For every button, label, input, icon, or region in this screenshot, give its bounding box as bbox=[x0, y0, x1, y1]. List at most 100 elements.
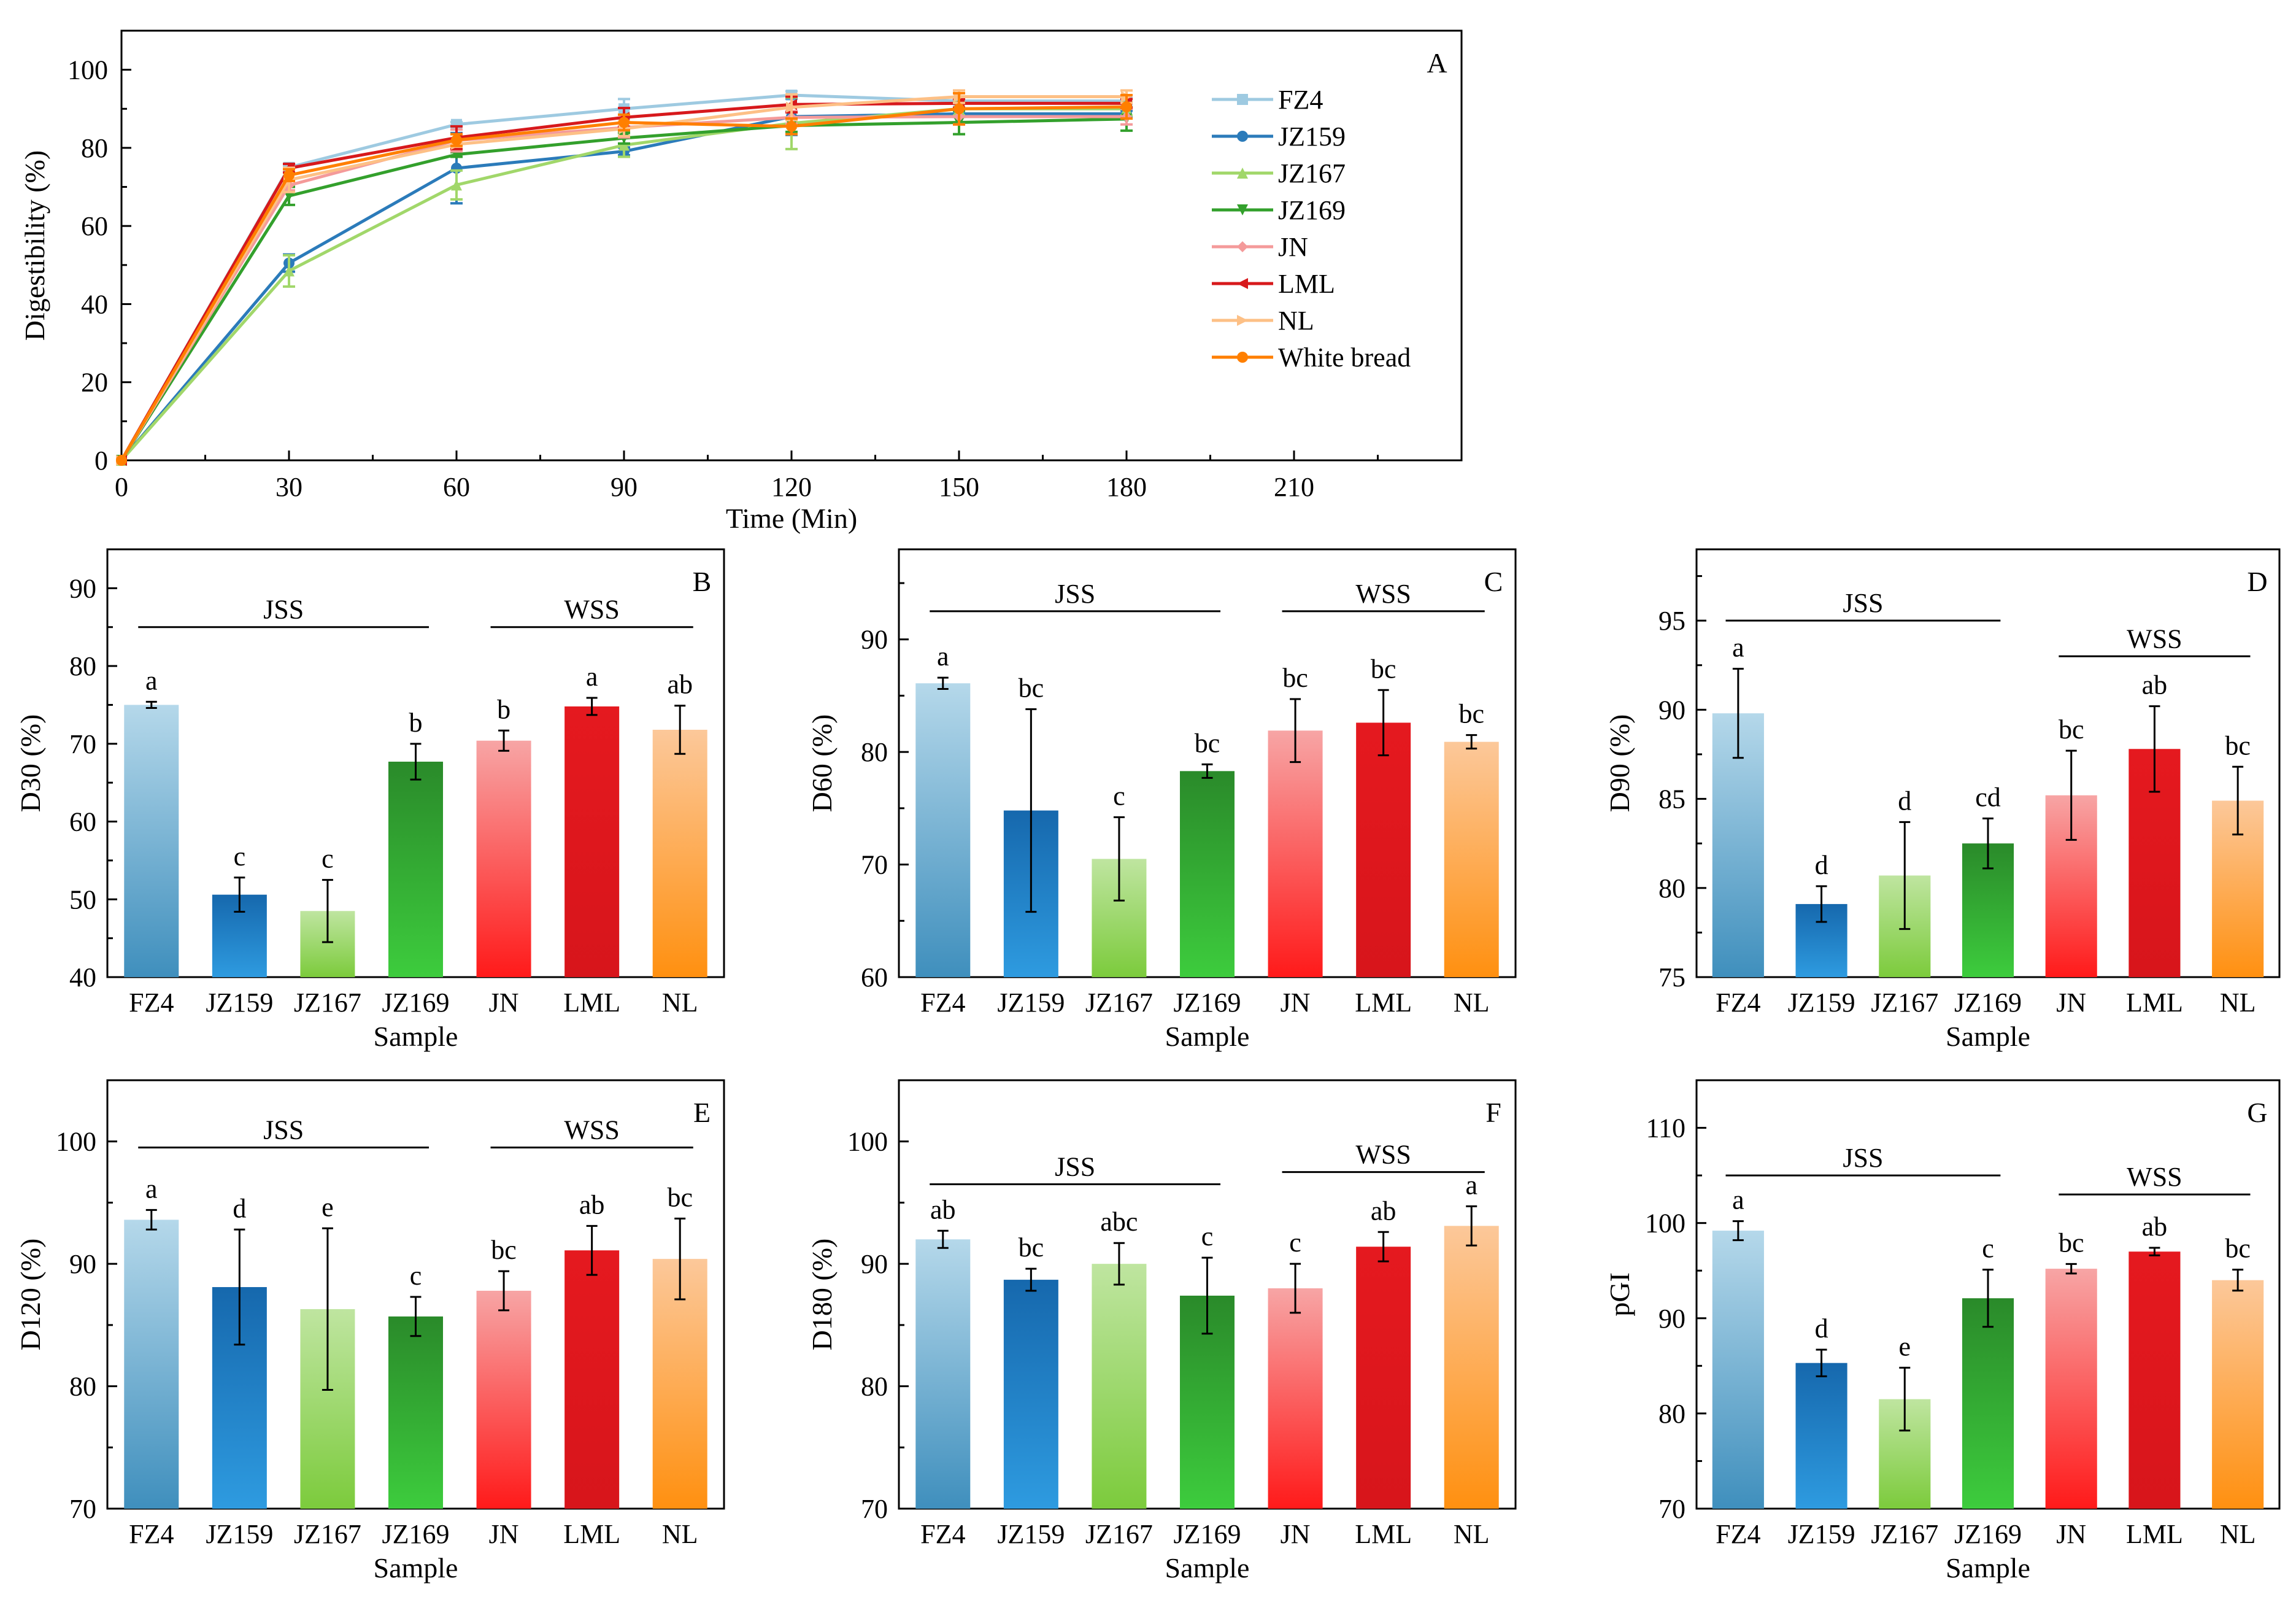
x-tick-label: JZ167 bbox=[294, 988, 361, 1018]
panel-f-bar-chart: 70 80 90 100 FZ4 ab JZ159 bc JZ167 abc JZ169 c JN c LM… bbox=[806, 1079, 1517, 1584]
group-label: JSS bbox=[1055, 1152, 1095, 1182]
bar bbox=[652, 730, 707, 977]
legend: FZ4 JZ159 JZ167 JZ169 JN LML NL White bread bbox=[1212, 85, 1411, 373]
legend-label: JZ169 bbox=[1278, 195, 1346, 225]
bar bbox=[1003, 1280, 1058, 1509]
panel-a-line-chart: 0 30 60 90 120 150 180 210 0 20 40 60 80 100 Time (Min… bbox=[19, 29, 1463, 534]
x-tick-label: NL bbox=[1454, 1519, 1490, 1549]
x-tick-label: JZ167 bbox=[1085, 988, 1153, 1018]
significance-label: c bbox=[1289, 1228, 1301, 1258]
x-tick-label: JZ167 bbox=[294, 1519, 361, 1549]
significance-label: bc bbox=[1282, 663, 1308, 693]
x-tick-label: LML bbox=[2126, 988, 2183, 1018]
panel-letter: E bbox=[693, 1097, 711, 1128]
significance-label: c bbox=[1982, 1234, 1994, 1264]
group-label: WSS bbox=[1355, 579, 1411, 609]
x-tick-label: FZ4 bbox=[1716, 988, 1760, 1018]
bar bbox=[1795, 1363, 1847, 1509]
x-tick-label: JZ159 bbox=[997, 1519, 1065, 1549]
x-tick-label: JN bbox=[2056, 988, 2086, 1018]
x-tick-label: 60 bbox=[443, 472, 470, 502]
x-tick-label: 180 bbox=[1106, 472, 1147, 502]
y-tick-label: 90 bbox=[861, 1249, 888, 1279]
bar bbox=[1444, 1226, 1499, 1509]
bar bbox=[1356, 1247, 1411, 1509]
series-point bbox=[1237, 315, 1248, 326]
y-tick-label: 90 bbox=[1658, 1304, 1685, 1334]
legend-label: White bread bbox=[1278, 342, 1411, 373]
x-tick-label: 90 bbox=[611, 472, 638, 502]
x-tick-label: LML bbox=[1355, 1519, 1412, 1549]
x-tick-label: JZ169 bbox=[1954, 1519, 2022, 1549]
x-tick-label: JZ159 bbox=[206, 988, 273, 1018]
series-point bbox=[283, 265, 295, 277]
series-point bbox=[1237, 278, 1248, 289]
x-tick-label: LML bbox=[1355, 988, 1412, 1018]
panel-letter: G bbox=[2247, 1097, 2267, 1128]
y-axis-title: Digestibility (%) bbox=[19, 150, 50, 341]
x-tick-label: JZ169 bbox=[1954, 988, 2022, 1018]
x-tick-label: JN bbox=[1281, 988, 1311, 1018]
bar bbox=[564, 1250, 620, 1509]
x-tick-label: JZ167 bbox=[1085, 1519, 1153, 1549]
bar bbox=[388, 1316, 444, 1509]
group-label: JSS bbox=[1055, 579, 1095, 609]
y-tick-label: 100 bbox=[847, 1127, 888, 1157]
bar bbox=[1962, 1298, 2014, 1509]
significance-label: bc bbox=[1458, 699, 1484, 729]
y-axis-title: D90 (%) bbox=[1604, 714, 1635, 813]
x-tick-label: 210 bbox=[1274, 472, 1314, 502]
significance-label: bc bbox=[2225, 1234, 2251, 1264]
y-tick-label: 80 bbox=[1658, 1399, 1685, 1429]
significance-label: a bbox=[1732, 1185, 1744, 1215]
y-tick-label: 70 bbox=[69, 729, 96, 759]
y-tick-label: 90 bbox=[69, 573, 96, 603]
bar bbox=[2212, 1280, 2264, 1509]
y-tick-label: 90 bbox=[69, 1249, 96, 1279]
significance-label: d bbox=[1898, 786, 1911, 816]
bar bbox=[652, 1259, 707, 1509]
x-tick-label: 30 bbox=[275, 472, 302, 502]
bar bbox=[915, 1239, 971, 1509]
bar bbox=[1444, 741, 1499, 977]
legend-label: JZ159 bbox=[1278, 122, 1346, 152]
legend-label: JN bbox=[1278, 232, 1308, 262]
y-axis-title: pGI bbox=[1604, 1272, 1635, 1317]
x-axis-title: Sample bbox=[1946, 1021, 2030, 1052]
group-label: JSS bbox=[1843, 588, 1883, 618]
panel-letter: C bbox=[1484, 566, 1503, 597]
panel-b-bar-chart: 40 50 60 70 80 90 FZ4 a JZ159 c JZ167 c JZ169 b JN b LML… bbox=[15, 548, 725, 1052]
series-point bbox=[618, 117, 630, 128]
bar bbox=[2128, 1251, 2181, 1509]
significance-label: bc bbox=[1019, 673, 1044, 703]
y-tick-label: 100 bbox=[1645, 1209, 1685, 1239]
y-axis-title: D120 (%) bbox=[15, 1239, 46, 1351]
y-axis-title: D30 (%) bbox=[15, 714, 46, 813]
legend-item: LML bbox=[1212, 269, 1335, 299]
x-tick-label: JZ159 bbox=[997, 988, 1065, 1018]
x-axis-title: Sample bbox=[1165, 1552, 1250, 1584]
y-axis-title: D180 (%) bbox=[806, 1239, 838, 1351]
significance-label: cd bbox=[1975, 783, 2001, 813]
significance-label: c bbox=[1201, 1221, 1214, 1251]
significance-label: d bbox=[1815, 1313, 1828, 1344]
bar bbox=[124, 705, 179, 977]
y-tick-label: 0 bbox=[94, 446, 108, 476]
panel-letter: A bbox=[1427, 47, 1447, 79]
series-point bbox=[618, 139, 630, 151]
series-point bbox=[1237, 241, 1248, 252]
significance-label: e bbox=[322, 1192, 334, 1222]
x-tick-label: FZ4 bbox=[920, 1519, 965, 1549]
legend-item: JZ167 bbox=[1212, 158, 1346, 188]
x-axis-title: Sample bbox=[1165, 1021, 1250, 1052]
legend-label: FZ4 bbox=[1278, 85, 1323, 115]
bar bbox=[1712, 1231, 1764, 1509]
panel-d-bar-chart: 75 80 85 90 95 FZ4 a JZ159 d JZ167 d JZ169 cd JN bc LML… bbox=[1604, 548, 2281, 1052]
series-point bbox=[1237, 204, 1248, 215]
x-tick-label: JZ167 bbox=[1871, 988, 1938, 1018]
significance-label: bc bbox=[1195, 728, 1220, 758]
significance-label: b bbox=[497, 694, 510, 724]
bar bbox=[476, 1291, 531, 1509]
y-tick-label: 80 bbox=[861, 1372, 888, 1402]
x-tick-label: JZ169 bbox=[1174, 988, 1241, 1018]
